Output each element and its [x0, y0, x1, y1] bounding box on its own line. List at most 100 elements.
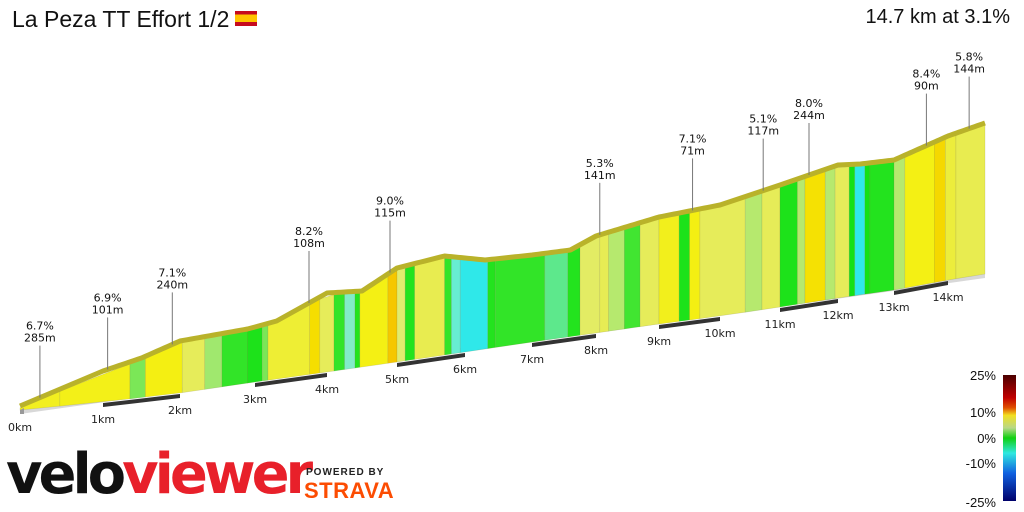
x-tick-label: 14km [932, 291, 963, 304]
km-marker-band [397, 353, 465, 367]
x-tick-label: 13km [878, 301, 909, 314]
gradient-segment [678, 212, 690, 322]
annotation-length: 117m [747, 125, 779, 138]
annotation-length: 144m [953, 63, 985, 76]
legend-label: 25% [969, 368, 996, 383]
annotation-gradient: 5.3% [586, 157, 614, 170]
annotation-gradient: 5.8% [955, 51, 983, 64]
gradient-segment [624, 224, 641, 330]
x-tick-label: 4km [315, 383, 339, 396]
gradient-segment [544, 251, 569, 341]
x-tick-label: 12km [822, 309, 853, 322]
title-text: La Peza TT Effort 1/2 [12, 6, 230, 32]
km-marker-band [255, 373, 327, 387]
gradient-segment [744, 192, 763, 313]
gradient-segment [396, 267, 406, 363]
gradient-segment [494, 254, 546, 348]
gradient-segment [834, 166, 850, 299]
gradient-segment [459, 259, 489, 354]
gradient-segment [221, 330, 248, 388]
annotation-length: 141m [584, 169, 616, 182]
gradient-segment [893, 156, 906, 291]
gradient-segment [309, 298, 321, 375]
annotation-gradient: 6.9% [94, 291, 122, 304]
gradient-segment [955, 124, 986, 280]
km-marker-band [780, 299, 838, 312]
x-tick-label: 0km [8, 421, 32, 434]
annotation-gradient: 6.7% [26, 320, 54, 333]
powered-by-label: POWERED BY [306, 467, 385, 478]
x-tick-label: 2km [168, 404, 192, 417]
annotation-gradient: 9.0% [376, 195, 404, 208]
gradient-segment [444, 257, 452, 356]
spain-flag-icon [235, 11, 258, 26]
gradient-segment [487, 260, 496, 349]
x-tick-label: 3km [243, 393, 267, 406]
annotation-length: 108m [293, 237, 325, 250]
legend-label: 10% [969, 405, 996, 420]
annotation-length: 115m [374, 207, 406, 220]
logo-velo: velo [6, 442, 126, 507]
gradient-segment [689, 210, 701, 321]
annotation-gradient: 7.1% [158, 266, 186, 279]
gradient-segment [779, 180, 798, 308]
gradient-segment [639, 218, 660, 328]
gradient-legend-bar [1003, 375, 1016, 501]
legend-label: 0% [977, 431, 996, 446]
gradient-segment [904, 143, 935, 289]
route-summary: 14.7 km at 3.1% [865, 6, 1010, 28]
gradient-segment [414, 257, 445, 360]
annotation-length: 285m [24, 332, 56, 345]
legend-label: -10% [965, 456, 996, 471]
annotation-gradient: 8.2% [295, 225, 323, 238]
gradient-segment [797, 177, 806, 305]
gradient-segment [579, 236, 601, 336]
annotation-gradient: 8.4% [912, 68, 940, 81]
gradient-segment [864, 164, 871, 295]
gradient-segment [824, 167, 836, 301]
gradient-segment [804, 170, 826, 304]
annotation-length: 101m [92, 303, 124, 316]
annotation-gradient: 5.1% [749, 113, 777, 126]
gradient-segment [869, 161, 895, 294]
x-tick-label: 9km [647, 335, 671, 348]
gradient-segment [608, 229, 625, 332]
page-title: La Peza TT Effort 1/2 [12, 6, 258, 33]
legend-label: -25% [965, 495, 996, 510]
gradient-segment [699, 198, 746, 319]
km-marker-band [103, 394, 180, 407]
x-tick-label: 6km [453, 363, 477, 376]
x-tick-label: 8km [584, 344, 608, 357]
x-tick-label: 11km [764, 318, 795, 331]
logo-viewer: viewer [122, 442, 313, 507]
gradient-segment [319, 294, 335, 374]
x-tick-label: 1km [91, 413, 115, 426]
annotation-length: 90m [914, 80, 939, 93]
x-tick-label: 5km [385, 373, 409, 386]
annotation-length: 240m [156, 278, 188, 291]
km-marker-band [659, 317, 720, 329]
annotation-gradient: 8.0% [795, 97, 823, 110]
profile-top-edge [19, 120, 986, 409]
gradient-segment [387, 269, 398, 364]
gradient-segment [567, 246, 581, 338]
gradient-segment [658, 214, 680, 325]
x-tick-label: 10km [704, 327, 735, 340]
gradient-segment [129, 357, 146, 400]
gradient-segment [599, 233, 609, 333]
annotation-length: 244m [793, 109, 825, 122]
gradient-segment [934, 138, 946, 283]
gradient-segment [247, 326, 263, 384]
km-marker-band [532, 334, 596, 347]
gradient-segment [181, 338, 206, 394]
annotation-gradient: 7.1% [679, 132, 707, 145]
km-marker-band [894, 281, 948, 295]
gradient-segment [404, 265, 415, 362]
gradient-segment [848, 165, 856, 297]
gradient-segment [204, 335, 223, 390]
gradient-segment [854, 165, 866, 296]
gradient-segment [261, 325, 269, 382]
gradient-segment [333, 293, 345, 372]
veloviewer-logo: veloviewer [6, 440, 313, 510]
